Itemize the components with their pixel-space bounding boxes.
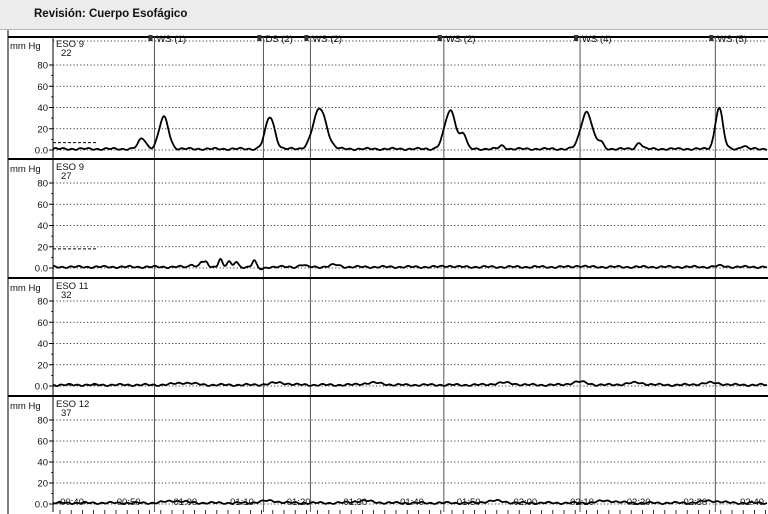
y-tick-label: 80 — [37, 61, 48, 72]
y-unit-label: mm Hg — [10, 41, 41, 52]
time-axis-label: 01:50 — [457, 497, 481, 508]
y-tick-label: 40 — [37, 221, 48, 232]
y-tick-label: 0.0 — [35, 500, 48, 511]
pressure-trace — [52, 106, 768, 151]
channel-value: 22 — [61, 48, 72, 59]
y-unit-label: mm Hg — [10, 283, 41, 294]
y-unit-label: mm Hg — [10, 401, 41, 412]
channel-value: 32 — [61, 290, 72, 301]
y-tick-label: 60 — [37, 318, 48, 329]
pressure-trace — [52, 499, 768, 505]
channel-name: ESO 12 — [56, 399, 89, 410]
channel-name: ESO 11 — [56, 281, 89, 292]
event-marker-flag — [709, 35, 714, 41]
y-tick-label: 40 — [37, 458, 48, 469]
y-tick-label: 80 — [37, 416, 48, 427]
pressure-trace — [52, 380, 768, 387]
event-marker-flag — [148, 35, 153, 41]
panel-separator — [8, 395, 768, 397]
top-frame-bar — [8, 36, 768, 38]
pressure-trace — [53, 258, 768, 271]
channel-panel-2: 0.0 20 40 60 80 mm Hg ESO 927 — [8, 158, 768, 278]
event-marker-flag — [304, 35, 309, 41]
time-axis-label: 02:00 — [513, 497, 537, 508]
event-marker-label: WS (1) — [156, 34, 186, 45]
y-tick-label: 20 — [37, 242, 48, 253]
window-title-bar: Revisión: Cuerpo Esofágico — [0, 0, 768, 30]
time-axis-label: 02:20 — [627, 497, 651, 508]
y-tick-label: 60 — [37, 200, 48, 211]
y-tick-label: 80 — [37, 179, 48, 190]
time-axis-label: 01:20 — [287, 497, 311, 508]
event-marker-flag — [257, 35, 262, 41]
time-axis-label: 01:10 — [230, 497, 254, 508]
y-unit-label: mm Hg — [10, 164, 41, 175]
y-tick-label: 0.0 — [35, 264, 48, 275]
event-marker-flag — [574, 35, 579, 41]
event-marker-label: WS (4) — [582, 34, 612, 45]
time-axis-label: 00:40 — [60, 497, 84, 508]
time-axis-label: 00:50 — [117, 497, 141, 508]
channel-panel-1: 0.0 20 40 60 80 mm Hg ESO 922 — [10, 37, 768, 159]
time-axis-label: 02:30 — [683, 497, 707, 508]
channel-value: 37 — [61, 408, 72, 419]
time-axis-label: 01:30 — [343, 497, 367, 508]
time-axis-label: 02:10 — [570, 497, 594, 508]
event-marker-label: DS (2) — [265, 34, 292, 45]
y-tick-label: 40 — [37, 103, 48, 114]
y-tick-label: 20 — [37, 479, 48, 490]
y-tick-label: 20 — [37, 360, 48, 371]
channel-value: 27 — [61, 171, 72, 182]
y-tick-label: 20 — [37, 124, 48, 135]
time-axis-label: 01:00 — [173, 497, 197, 508]
y-tick-label: 60 — [37, 437, 48, 448]
time-axis-label: 01:40 — [400, 497, 424, 508]
event-marker-label: WS (5) — [717, 34, 747, 45]
y-tick-label: 40 — [37, 339, 48, 350]
panel-separator — [8, 277, 768, 279]
y-tick-label: 80 — [37, 297, 48, 308]
event-marker-label: WS (2) — [446, 34, 476, 45]
window-title: Revisión: Cuerpo Esofágico — [34, 8, 188, 20]
y-tick-label: 60 — [37, 82, 48, 93]
channel-name: ESO 9 — [56, 39, 84, 50]
channel-name: ESO 9 — [56, 162, 84, 173]
panel-separator — [8, 158, 768, 160]
event-marker-label: WS (2) — [312, 34, 342, 45]
time-axis-label: 02:40 — [740, 497, 764, 508]
y-tick-label: 0.0 — [35, 146, 48, 157]
event-marker-flag — [437, 35, 442, 41]
y-tick-label: 0.0 — [35, 382, 48, 393]
